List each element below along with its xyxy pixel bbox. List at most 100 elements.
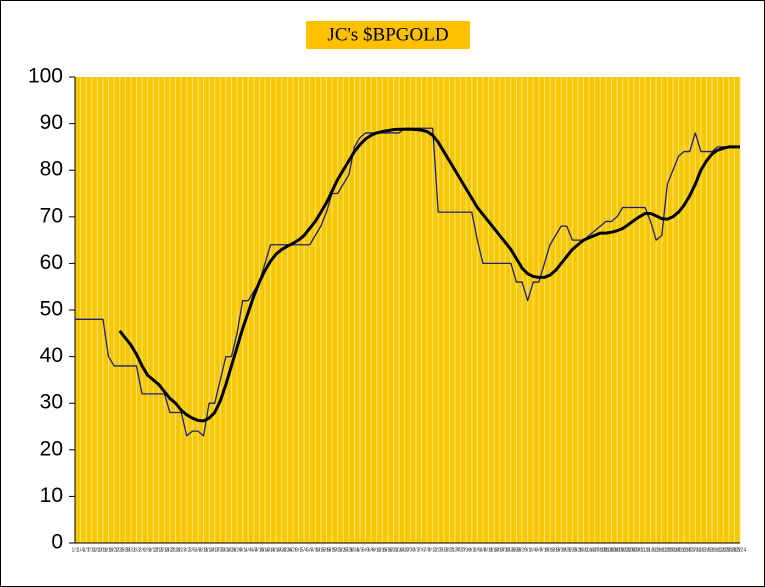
x-tick-label: 5/25 (338, 547, 348, 553)
x-tick-label: 3/14 (204, 547, 214, 553)
x-tick-label: 1/28 (120, 547, 130, 553)
x-tick-label: 8/29 (517, 547, 527, 553)
x-tick-label: 12/18 (723, 547, 736, 553)
series-line (118, 127, 740, 423)
x-tick-label: 6/9 (368, 547, 375, 553)
x-tick-label: 5/28 (344, 547, 354, 553)
x-tick-label: 12/9 (707, 547, 717, 553)
x-tick-label: 3/11 (199, 547, 209, 553)
y-tick-label: 50 (40, 298, 63, 321)
y-tick-label: 90 (40, 111, 63, 134)
x-tick-label: 1/31 (126, 547, 136, 553)
x-tick-label: 6/18 (383, 547, 393, 553)
x-tick-label: 7/9 (424, 547, 431, 553)
x-tick-label: 8/26 (512, 547, 522, 553)
x-tick-label: 2/27 (176, 547, 186, 553)
x-tick-label: 4/7 (250, 547, 257, 553)
x-tick-label: 2/9 (144, 547, 151, 553)
x-tick-label: 11/6 (646, 547, 656, 553)
x-tick-label: 1/1 (72, 547, 79, 553)
x-tick-label: 12/6 (702, 547, 712, 553)
x-tick-label: 5/13 (316, 547, 326, 553)
x-tick-label: 12/24 (734, 547, 747, 553)
x-tick-label: 5/4 (301, 547, 308, 553)
x-tick-label: 4/4 (245, 547, 252, 553)
x-tick-label: 9/16 (551, 547, 561, 553)
x-tick-label: 2/15 (154, 547, 164, 553)
x-tick-label: 5/10 (310, 547, 320, 553)
y-tick-label: 100 (28, 65, 63, 88)
x-tick-label: 4/10 (255, 547, 265, 553)
y-tick-label: 20 (40, 437, 63, 460)
x-tick-label: 4/22 (277, 547, 287, 553)
y-tick-label: 80 (40, 158, 63, 181)
x-tick-label: 7/6 (418, 547, 425, 553)
y-tick-label: 30 (40, 391, 63, 414)
x-tick-label: 6/12 (372, 547, 382, 553)
x-tick-label: 12/3 (696, 547, 706, 553)
plot-area (75, 77, 740, 543)
x-tick-label: 2/3 (133, 547, 140, 553)
x-tick-label: 6/30 (405, 547, 415, 553)
title-box (306, 21, 470, 49)
x-tick-label: 8/20 (500, 547, 510, 553)
x-tick-label: 5/19 (327, 547, 337, 553)
x-tick-label: 8/11 (484, 547, 494, 553)
x-tick-label: 7/15 (433, 547, 443, 553)
x-tick-label: 11/27 (684, 547, 696, 553)
x-tick-label: 9/25 (567, 547, 577, 553)
x-tick-label: 12/21 (728, 547, 741, 553)
x-tick-label: 10/10 (594, 547, 607, 553)
x-tick-label: 3/2 (183, 547, 190, 553)
x-tick-label: 8/17 (495, 547, 505, 553)
x-tick-label: 8/2 (468, 547, 475, 553)
x-tick-label: 11/3 (640, 547, 650, 553)
x-tick-label: 11/30 (689, 547, 701, 553)
x-tick-label: 1/10 (87, 547, 97, 553)
x-tick-label: 11/24 (678, 547, 690, 553)
x-tick-label: 8/23 (506, 547, 516, 553)
x-tick-label: 4/1 (239, 547, 246, 553)
x-tick-label: 8/5 (474, 547, 481, 553)
y-tick-label: 70 (40, 204, 63, 227)
y-tick-label: 60 (40, 251, 63, 274)
x-tick-label: 10/31 (633, 547, 646, 553)
x-tick-label: 6/21 (389, 547, 399, 553)
x-tick-label: 6/3 (357, 547, 364, 553)
x-tick-label: 9/7 (535, 547, 542, 553)
x-tick-label: 1/25 (115, 547, 125, 553)
x-tick-label: 9/10 (540, 547, 550, 553)
x-tick-label: 2/21 (165, 547, 175, 553)
x-tick-label: 5/31 (350, 547, 360, 553)
x-tick-label: 6/27 (400, 547, 410, 553)
x-tick-label: 7/21 (445, 547, 455, 553)
x-tick-label: 3/8 (194, 547, 201, 553)
x-tick-label: 12/15 (717, 547, 730, 553)
x-tick-label: 4/28 (288, 547, 298, 553)
x-tick-label: 11/9 (651, 547, 661, 553)
y-tick-label: 0 (51, 531, 63, 554)
x-tick-label: 2/24 (171, 547, 181, 553)
y-tick-label: 10 (40, 484, 63, 507)
x-tick-label: 10/28 (628, 547, 641, 553)
x-tick-label: 10/13 (600, 547, 613, 553)
x-tick-label: 6/24 (394, 547, 404, 553)
x-tick-label: 11/12 (656, 547, 668, 553)
x-tick-label: 2/18 (160, 547, 170, 553)
x-tick-label: 3/29 (232, 547, 242, 553)
x-tick-label: 9/19 (556, 547, 566, 553)
x-tick-label: 3/23 (221, 547, 231, 553)
x-tick-label: 8/8 (479, 547, 486, 553)
x-tick-label: 9/28 (573, 547, 583, 553)
x-tick-label: 10/7 (590, 547, 600, 553)
x-tick-label: 2/12 (148, 547, 158, 553)
x-tick-label: 3/5 (189, 547, 196, 553)
x-tick-label: 5/16 (322, 547, 332, 553)
x-tick-label: 3/17 (210, 547, 220, 553)
x-tick-label: 9/13 (545, 547, 555, 553)
x-tick-label: 7/27 (456, 547, 466, 553)
x-tick-label: 8/14 (489, 547, 499, 553)
x-tick-label: 11/15 (661, 547, 673, 553)
x-tick-label: 10/22 (616, 547, 629, 553)
